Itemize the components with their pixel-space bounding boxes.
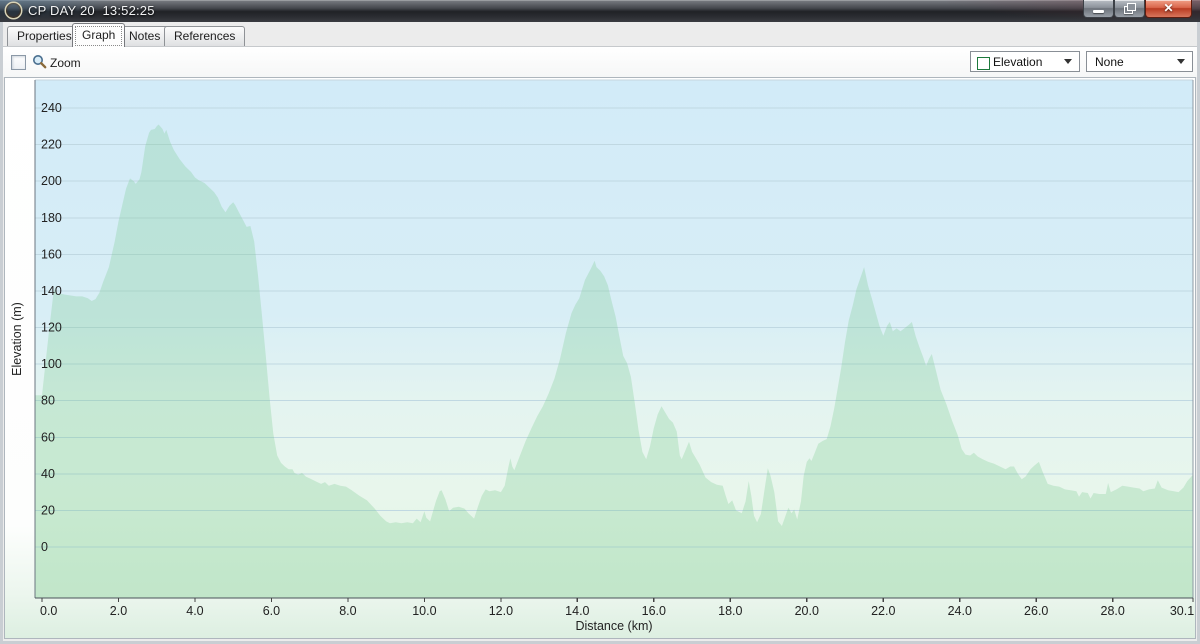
orange-dot-icon [6,3,21,18]
x-tick-label: 12.0 [489,604,513,618]
x-tick-label: 10.0 [412,604,436,618]
y-axis-title: Elevation (m) [10,302,24,376]
y-tick-label: 60 [41,430,55,444]
y-tick-label: 80 [41,394,55,408]
x-tick-label: 2.0 [110,604,127,618]
tab-graph[interactable]: Graph [72,23,126,47]
y-tick-label: 40 [41,467,55,481]
y-tick-label: 140 [41,284,62,298]
series-dropdown[interactable]: Elevation [970,51,1080,72]
window-controls: ✕ [1083,0,1192,18]
x-tick-label: 16.0 [642,604,666,618]
tab-label: Graph [82,28,116,42]
titlebar[interactable]: CP DAY 20 13:52:25 ✕ [0,0,1200,22]
zoom-label: Zoom [50,56,81,70]
y-tick-label: 180 [41,211,62,225]
y-tick-label: 220 [41,138,62,152]
minimize-button[interactable] [1083,0,1114,18]
restore-button[interactable] [1114,0,1145,18]
tab-bar: Properties Graph Notes References [3,22,1197,47]
tab-label: Notes [129,29,161,43]
tab-notes[interactable]: Notes [119,26,171,46]
tab-label: References [174,29,236,43]
overlay-dropdown[interactable]: None [1086,51,1193,72]
x-axis-title: Distance (km) [575,619,652,633]
x-tick-label: 4.0 [186,604,203,618]
y-tick-label: 100 [41,357,62,371]
magnifier-icon [33,55,47,69]
overlay-dropdown-value: None [1095,55,1124,69]
y-tick-label: 160 [41,247,62,261]
tab-references[interactable]: References [164,26,246,46]
restore-window-icon [1127,3,1136,11]
series-dropdown-value: Elevation [993,55,1043,69]
elevation-chart[interactable]: 0.0 2.0 4.0 6.0 8.0 10.0 12.0 14.0 16.0 18.0 20.0 2… [5,78,1197,639]
elevation-area-fill [35,124,1193,598]
window-title: CP DAY 20 13:52:25 [28,3,155,18]
plot-area[interactable] [35,80,1193,598]
x-tick-label: 8.0 [339,604,356,618]
x-tick-label: 20.0 [795,604,819,618]
tab-label: Properties [17,29,72,43]
chevron-down-icon [1064,59,1072,64]
window-client-area: Properties Graph Notes References Zoom E… [3,22,1197,641]
y-tick-label: 200 [41,174,62,188]
close-button[interactable]: ✕ [1145,0,1192,18]
x-tick-label: 14.0 [565,604,589,618]
y-tick-label: 240 [41,101,62,115]
y-tick-label: 0 [41,540,48,554]
x-tick-label: 6.0 [263,604,280,618]
graph-toolbar: Zoom Elevation None [3,47,1197,77]
green-square-swatch [977,57,990,70]
titlebar-tint [0,0,120,22]
x-tick-label: 30.1 [1170,604,1194,618]
minimize-icon [1093,10,1104,13]
x-tick-label: 22.0 [871,604,895,618]
x-tick-label: 26.0 [1024,604,1048,618]
elevation-graph-panel: 0.0 2.0 4.0 6.0 8.0 10.0 12.0 14.0 16.0 18.0 20.0 2… [4,77,1196,639]
x-tick-label: 18.0 [718,604,742,618]
x-tick-label: 24.0 [948,604,972,618]
chevron-down-icon [1177,59,1185,64]
tab-properties[interactable]: Properties [7,26,82,46]
y-tick-label: 20 [41,503,55,517]
x-tick-label: 0.0 [40,604,57,618]
y-tick-label: 120 [41,321,62,335]
zoom-checkbox[interactable] [11,55,26,70]
close-icon: ✕ [1163,1,1174,15]
x-tick-label: 28.0 [1101,604,1125,618]
